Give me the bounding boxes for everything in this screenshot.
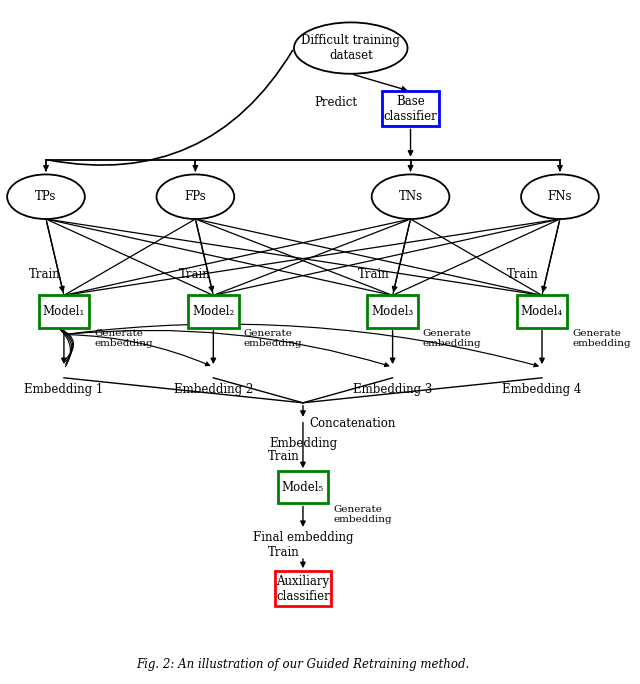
Text: Model₄: Model₄ xyxy=(521,305,563,318)
Text: Final embedding: Final embedding xyxy=(253,531,353,544)
FancyBboxPatch shape xyxy=(516,295,568,328)
Text: Auxiliary
classifier: Auxiliary classifier xyxy=(276,575,330,603)
FancyBboxPatch shape xyxy=(278,471,328,503)
FancyBboxPatch shape xyxy=(367,295,418,328)
Text: Train: Train xyxy=(508,268,539,281)
Text: Train: Train xyxy=(268,450,300,463)
Text: Model₅: Model₅ xyxy=(282,481,324,494)
Text: Generate
embedding: Generate embedding xyxy=(423,329,481,348)
Text: Embedding 1: Embedding 1 xyxy=(24,382,104,395)
Text: Predict: Predict xyxy=(314,96,357,109)
FancyBboxPatch shape xyxy=(382,92,439,127)
Text: TNs: TNs xyxy=(399,190,422,203)
Text: Train: Train xyxy=(358,268,390,281)
Text: Train: Train xyxy=(268,547,300,560)
FancyBboxPatch shape xyxy=(275,571,332,606)
Text: Model₁: Model₁ xyxy=(43,305,85,318)
Text: Embedding: Embedding xyxy=(269,437,337,450)
Text: Train: Train xyxy=(29,268,61,281)
Text: Embedding 3: Embedding 3 xyxy=(353,382,432,395)
Text: FNs: FNs xyxy=(548,190,572,203)
Text: Model₂: Model₂ xyxy=(192,305,234,318)
Text: FPs: FPs xyxy=(184,190,206,203)
Text: Fig. 2: An illustration of our Guided Retraining method.: Fig. 2: An illustration of our Guided Re… xyxy=(136,659,470,672)
Text: TPs: TPs xyxy=(35,190,57,203)
FancyBboxPatch shape xyxy=(188,295,239,328)
Text: Embedding 4: Embedding 4 xyxy=(502,382,582,395)
Text: Generate
embedding: Generate embedding xyxy=(243,329,302,348)
Text: Generate
embedding: Generate embedding xyxy=(94,329,153,348)
FancyBboxPatch shape xyxy=(38,295,90,328)
Text: Generate
embedding: Generate embedding xyxy=(333,505,392,524)
Text: Generate
embedding: Generate embedding xyxy=(572,329,631,348)
Text: Embedding 2: Embedding 2 xyxy=(173,382,253,395)
Text: Train: Train xyxy=(179,268,211,281)
Text: Model₃: Model₃ xyxy=(371,305,413,318)
Text: Concatenation: Concatenation xyxy=(309,417,396,430)
Text: Difficult training
dataset: Difficult training dataset xyxy=(301,34,400,62)
Text: Base
classifier: Base classifier xyxy=(383,95,437,123)
